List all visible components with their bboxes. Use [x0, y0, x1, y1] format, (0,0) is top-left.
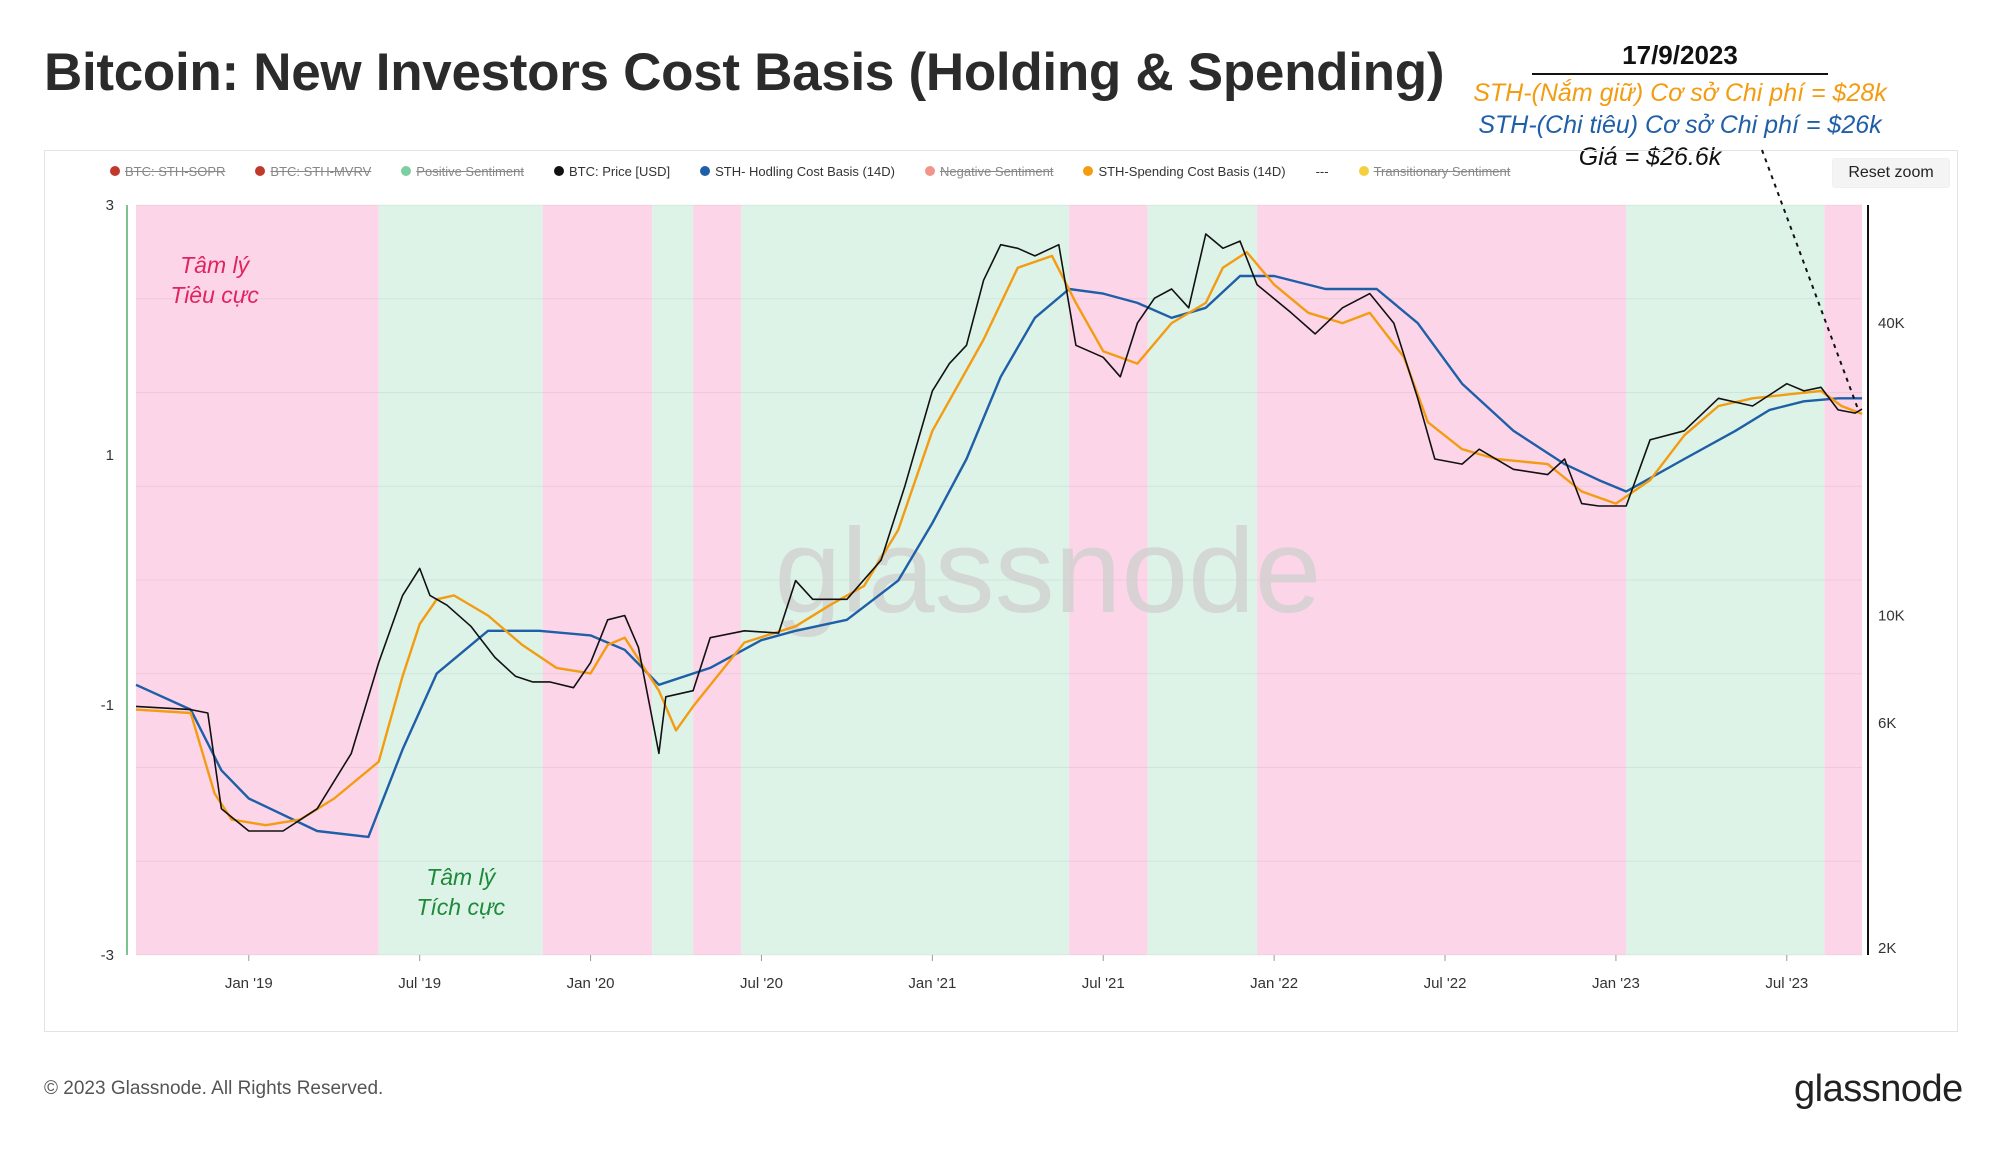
annotation-price: Giá = $26.6k [1578, 143, 1722, 171]
legend-label: STH-Spending Cost Basis (14D) [1098, 163, 1286, 179]
legend-label: --- [1315, 163, 1329, 179]
annotation-leader-line [1761, 149, 1859, 410]
legend-dot [553, 166, 564, 176]
band-labels: Tâm lý Tiêu cực Tâm lý Tích cực [170, 252, 505, 920]
y-right-tick-label: 10K [1878, 607, 1905, 624]
legend-dot [700, 166, 711, 176]
sentiment-band-positive [378, 205, 543, 955]
y-left-tick-label: -1 [101, 697, 114, 714]
page-title: Bitcoin: New Investors Cost Basis (Holdi… [44, 43, 1445, 102]
chart-frame [44, 150, 1958, 1032]
band-label-positive: Tâm lý [426, 864, 497, 890]
legend-item-sth-mvrv[interactable]: BTC: STH-MVRV [255, 164, 371, 179]
sentiment-band-negative [136, 205, 379, 955]
sentiment-band-negative [693, 205, 741, 955]
series-line-holding [135, 274, 1862, 839]
sentiment-bands [136, 205, 1862, 955]
x-tick-label: Jul '20 [740, 975, 783, 992]
legend-item-negative-sentiment[interactable]: Negative Sentiment [924, 163, 1054, 179]
legend-item-spending-cost-basis[interactable]: STH-Spending Cost Basis (14D) [1083, 163, 1286, 179]
legend-item-transitionary-sentiment[interactable]: Transitionary Sentiment [1358, 163, 1511, 179]
legend-item-separator: --- [1316, 164, 1329, 179]
annotation-holding-cost: STH-(Nắm giữ) Cơ sở Chi phí = $28k [1473, 79, 1887, 107]
sentiment-band-positive [652, 205, 694, 955]
series-line-price [135, 233, 1863, 832]
sentiment-band-negative [542, 205, 653, 955]
legend-dot [255, 166, 266, 176]
legend-dot [1358, 166, 1369, 176]
sentiment-band-negative [1824, 205, 1862, 955]
legend-label: BTC: Price [USD] [568, 163, 671, 179]
x-tick-label: Jul '21 [1082, 975, 1125, 992]
series-lines [135, 233, 1863, 839]
x-tick-label: Jan '23 [1592, 975, 1640, 992]
annotation-date: 17/9/2023 [1532, 40, 1828, 75]
band-label-negative: Tiêu cực [170, 282, 259, 308]
x-tick-label: Jan '19 [225, 975, 273, 992]
y-left-tick-label: 3 [106, 197, 114, 214]
legend-label: Positive Sentiment [416, 163, 524, 179]
legend-label: BTC: STH-MVRV [270, 163, 372, 179]
reset-zoom-button[interactable]: Reset zoom [1832, 158, 1950, 188]
legend-dot [924, 166, 935, 176]
axes: Jan '19 Jul '19 Jan '20 Jul '20 Jan '21 Jul '… [101, 197, 1905, 992]
copyright-text: © 2023 Glassnode. All Rights Reserved. [44, 1078, 384, 1099]
legend-dot [401, 166, 412, 176]
legend-item-positive-sentiment[interactable]: Positive Sentiment [401, 164, 524, 179]
y-right-tick-label: 40K [1878, 315, 1905, 332]
series-line-spending [135, 250, 1863, 827]
x-tick-label: Jan '21 [908, 975, 956, 992]
legend-item-hodling-cost-basis[interactable]: STH- Hodling Cost Basis (14D) [700, 164, 895, 179]
x-tick-label: Jul '23 [1765, 975, 1808, 992]
band-label-positive: Tích cực [416, 894, 505, 920]
legend-item-btc-price[interactable]: BTC: Price [USD] [553, 163, 671, 179]
glassnode-logo: glassnode [1794, 1068, 1963, 1110]
watermark-text: glassnode [774, 504, 1321, 638]
legend-item-sth-sopr[interactable]: BTC: STH-SOPR [110, 164, 225, 179]
y-left-tick-label: -3 [101, 947, 114, 964]
x-tick-label: Jan '22 [1250, 975, 1298, 992]
x-tick-label: Jul '22 [1424, 975, 1467, 992]
band-label-negative: Tâm lý [180, 252, 251, 278]
sentiment-band-positive [1626, 205, 1825, 955]
legend-dot [110, 166, 120, 176]
legend-dot [1083, 166, 1094, 176]
chart-legend: BTC: STH-SOPR BTC: STH-MVRV Positive Sen… [110, 160, 1610, 182]
legend-label: Transitionary Sentiment [1373, 163, 1511, 179]
y-right-tick-label: 6K [1878, 715, 1896, 732]
legend-label: BTC: STH-SOPR [125, 163, 226, 179]
legend-label: Negative Sentiment [939, 163, 1054, 179]
y-left-tick-label: 1 [106, 447, 114, 464]
y-right-tick-label: 2K [1878, 940, 1896, 957]
x-tick-label: Jan '20 [567, 975, 615, 992]
annotation-spending-cost: STH-(Chi tiêu) Cơ sở Chi phí = $26k [1478, 111, 1882, 139]
x-tick-label: Jul '19 [398, 975, 441, 992]
date-annotation: 17/9/2023 STH-(Nắm giữ) Cơ sở Chi phí = … [1440, 40, 1920, 172]
legend-label: STH- Hodling Cost Basis (14D) [715, 163, 895, 179]
